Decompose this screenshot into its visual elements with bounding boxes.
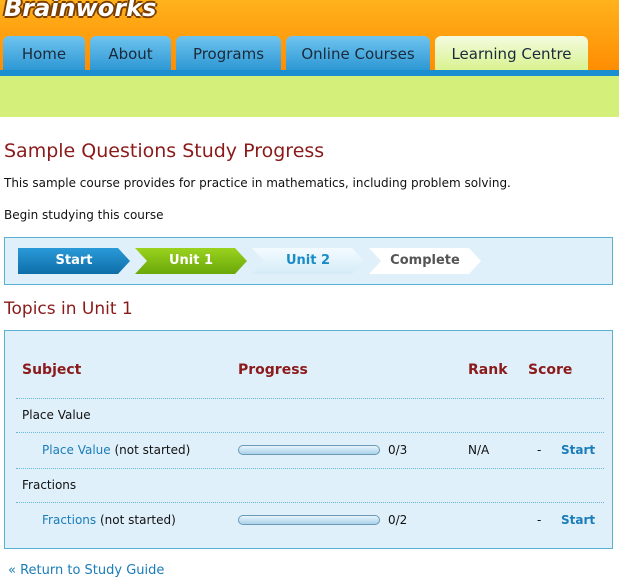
- description: This sample course provides for practice…: [4, 176, 511, 190]
- status: (not started): [114, 443, 191, 457]
- subject-cell: Place Value (not started): [42, 443, 190, 457]
- step-current[interactable]: Unit 1: [135, 248, 247, 274]
- subject-link[interactable]: Fractions: [42, 513, 97, 527]
- score: -: [537, 443, 542, 457]
- progress-text: 0/2: [388, 513, 408, 527]
- divider: [16, 432, 604, 433]
- step[interactable]: Start: [18, 248, 130, 274]
- progress-bar: [238, 515, 380, 525]
- progress-bar: [238, 445, 380, 455]
- rank: N/A: [468, 443, 490, 457]
- tab-active[interactable]: Learning Centre: [435, 36, 588, 72]
- section-title: Topics in Unit 1: [4, 299, 133, 319]
- divider: [16, 468, 604, 469]
- group-name: Place Value: [22, 408, 91, 422]
- tab[interactable]: Programs: [176, 36, 281, 72]
- return-link[interactable]: « Return to Study Guide: [8, 563, 165, 578]
- nav-bar: [0, 70, 619, 76]
- step[interactable]: Complete: [369, 248, 481, 274]
- sub-nav-band: [0, 76, 619, 117]
- divider: [16, 398, 604, 399]
- column-header: Progress: [238, 362, 308, 378]
- subject-link[interactable]: Place Value: [42, 443, 111, 457]
- score: -: [537, 513, 542, 527]
- tab[interactable]: About: [90, 36, 171, 72]
- logo[interactable]: Brainworks: [4, 0, 157, 22]
- begin-text: Begin studying this course: [4, 208, 164, 222]
- tab[interactable]: Online Courses: [286, 36, 430, 72]
- group-name: Fractions: [22, 478, 77, 492]
- topics-box: [4, 330, 613, 549]
- subject-cell: Fractions (not started): [42, 513, 176, 527]
- progress-text: 0/3: [388, 443, 408, 457]
- column-header: Score: [528, 362, 573, 378]
- column-header: Subject: [22, 362, 82, 378]
- status: (not started): [99, 513, 176, 527]
- column-header: Rank: [468, 362, 508, 378]
- start-link[interactable]: Start: [561, 443, 596, 457]
- page-title: Sample Questions Study Progress: [4, 140, 325, 162]
- start-link[interactable]: Start: [561, 513, 596, 527]
- divider: [16, 502, 604, 503]
- tab[interactable]: Home: [3, 36, 85, 72]
- step[interactable]: Unit 2: [252, 248, 364, 274]
